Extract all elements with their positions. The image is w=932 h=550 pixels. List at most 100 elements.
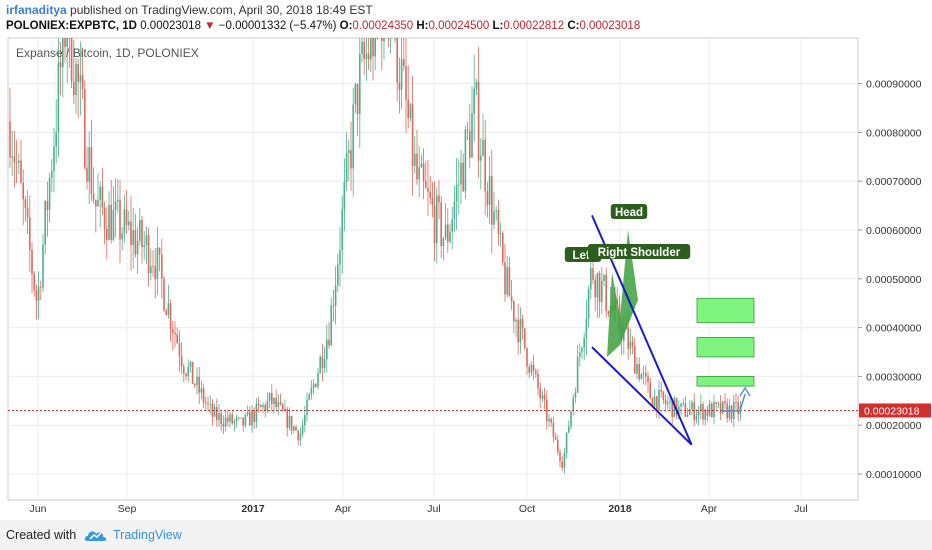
candle-body: [636, 364, 638, 374]
candle-body: [55, 132, 57, 147]
candle-body: [638, 364, 640, 380]
candle-body: [106, 228, 108, 240]
candle-body: [515, 319, 517, 322]
candle-body: [18, 160, 20, 163]
candle-body: [260, 405, 262, 408]
candle-body: [603, 274, 605, 281]
candle-body: [301, 425, 304, 435]
candle-body: [497, 210, 500, 234]
y-tick-label: 0.00020000: [866, 420, 922, 432]
candle-body: [90, 147, 93, 194]
candle-body: [112, 210, 115, 240]
candle-body: [141, 220, 143, 248]
candle-body: [257, 403, 260, 406]
close-label: C:: [567, 20, 580, 32]
candle-body: [84, 89, 86, 168]
candle-body: [328, 339, 330, 346]
chart-title: Expanse / Bitcoin, 1D, POLONIEX: [16, 46, 199, 60]
candle-body: [187, 366, 189, 377]
candle-body: [697, 410, 700, 416]
candle-body: [202, 388, 205, 403]
candle-body: [557, 439, 559, 452]
candle-body: [706, 409, 709, 416]
candle-body: [585, 318, 588, 338]
x-tick-label: Jul: [427, 503, 440, 515]
candle-body: [532, 364, 535, 371]
candle-body: [473, 88, 475, 114]
symbol-label: POLONIEX:EXPBTC, 1D: [6, 20, 137, 32]
candle-body: [598, 273, 601, 303]
y-tick-label: 0.00090000: [866, 79, 922, 91]
candle-body: [449, 231, 451, 242]
candle-body: [246, 411, 249, 415]
candle-body: [491, 176, 493, 225]
candle-body: [337, 264, 339, 286]
candle-body: [271, 392, 273, 404]
tradingview-brand-link[interactable]: TradingView: [113, 528, 182, 542]
candle-body: [165, 310, 167, 316]
candle-body: [207, 403, 209, 405]
candle-body: [123, 209, 126, 234]
candle-body: [198, 376, 200, 393]
low-label: L:: [492, 20, 504, 32]
candle-body: [605, 274, 607, 312]
candle-body: [471, 113, 473, 158]
candle-body: [9, 121, 11, 158]
high-label: H:: [416, 20, 429, 32]
close-value: 0.00023018: [579, 20, 641, 32]
candle-body: [174, 332, 176, 335]
target-zone-box[interactable]: [696, 297, 755, 324]
candle-body: [506, 267, 508, 295]
candle-body: [367, 53, 370, 60]
candle-body: [200, 388, 203, 393]
target-zone-box[interactable]: [696, 375, 755, 387]
candle-body: [53, 146, 55, 172]
candle-body: [244, 414, 247, 426]
candle-body: [326, 339, 328, 360]
candle-body: [583, 337, 585, 349]
candle-body: [128, 221, 130, 226]
candle-body: [658, 389, 660, 411]
candle-body: [40, 286, 42, 288]
candle-body: [394, 38, 396, 39]
candle-body: [227, 417, 229, 422]
candle-body: [183, 366, 185, 374]
candle-body: [161, 254, 163, 279]
candle-body: [251, 410, 253, 426]
candle-body: [145, 235, 148, 246]
candle-body: [499, 233, 502, 235]
head-shoulders-fill: [607, 230, 638, 357]
candle-body: [389, 38, 392, 39]
candle-body: [277, 402, 280, 408]
candle-body: [163, 278, 165, 311]
candle-body: [297, 430, 299, 441]
candle-body: [264, 404, 266, 411]
candle-body: [189, 361, 192, 367]
candle-body: [343, 182, 346, 210]
candle-body: [176, 334, 178, 344]
candle-body: [607, 311, 610, 314]
candle-body: [304, 415, 306, 426]
annotation-label-box[interactable]: [610, 204, 648, 219]
target-zone-box[interactable]: [696, 336, 755, 358]
candle-body: [414, 153, 416, 166]
candle-body: [451, 219, 453, 232]
symbol-info-bar: POLONIEX:EXPBTC, 1D 0.00023018 ▼ −0.0000…: [6, 20, 640, 32]
annotation-label-box[interactable]: [587, 244, 691, 259]
tradingview-cloud-icon[interactable]: [84, 527, 108, 548]
candle-body: [88, 147, 90, 182]
candle-body: [596, 273, 599, 298]
candle-body: [715, 402, 717, 404]
author-link[interactable]: irfanaditya: [6, 3, 67, 17]
candle-body: [110, 205, 112, 240]
candle-body: [680, 403, 682, 407]
candle-body: [92, 193, 95, 200]
candle-body: [686, 414, 689, 417]
candle-body: [700, 404, 702, 411]
candle-body: [730, 405, 733, 419]
candle-body: [134, 230, 137, 255]
wedge-trend-line[interactable]: [591, 346, 693, 446]
candle-body: [559, 451, 561, 462]
change-down-icon: ▼: [204, 20, 216, 32]
